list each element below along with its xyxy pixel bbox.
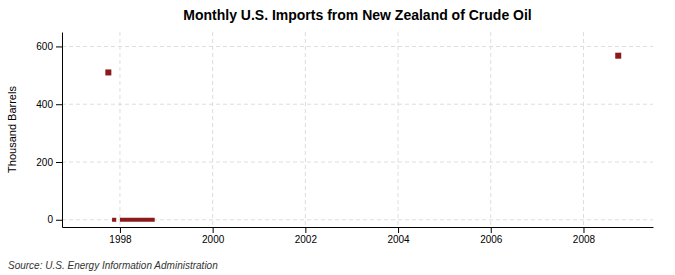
- y-tick: 400: [36, 99, 62, 110]
- y-axis-line: [62, 33, 63, 228]
- line: [120, 218, 155, 222]
- grid-line-x: [212, 32, 213, 227]
- x-tick-mark: [120, 227, 121, 233]
- grid-line-y: [62, 46, 653, 47]
- x-tick: 2008: [573, 227, 596, 245]
- y-tick-label: 600: [36, 41, 53, 52]
- y-tick-label: 200: [36, 157, 53, 168]
- x-tick: 2006: [480, 227, 503, 245]
- grid-line-x: [305, 32, 306, 227]
- x-tick-mark: [305, 227, 306, 233]
- grid-line-y: [62, 104, 653, 105]
- y-tick: 200: [36, 157, 62, 168]
- x-tick-label: 2006: [480, 234, 503, 245]
- plot: 1998 2000 2002 2004 2006 2008 0 200 400 600: [36, 32, 653, 245]
- x-tick: 2002: [295, 227, 318, 245]
- point: [615, 53, 621, 59]
- x-tick-label: 2004: [387, 234, 410, 245]
- marks: [105, 53, 621, 220]
- point: [105, 69, 111, 75]
- y-axis-title: Thousand Barrels: [6, 86, 18, 173]
- y-tick: 600: [36, 41, 62, 52]
- x-tick: 1998: [109, 227, 132, 245]
- x-tick-mark: [491, 227, 492, 233]
- grid-line-x: [398, 32, 399, 227]
- grid-line-x: [490, 32, 491, 227]
- x-tick-label: 1998: [109, 234, 132, 245]
- y-axis: 0 200 400 600: [36, 33, 62, 228]
- x-tick-mark: [583, 227, 584, 233]
- x-tick: 2000: [202, 227, 225, 245]
- x-tick-mark: [398, 227, 399, 233]
- line: [112, 218, 116, 222]
- x-axis-line: [63, 227, 654, 228]
- grid: [62, 32, 653, 227]
- x-tick-label: 2000: [202, 234, 225, 245]
- grid-line-x: [119, 32, 120, 227]
- x-tick-mark: [213, 227, 214, 233]
- y-tick-mark: [56, 46, 62, 47]
- y-tick-label: 0: [47, 214, 53, 225]
- x-tick: 2004: [387, 227, 410, 245]
- x-axis: 1998 2000 2002 2004 2006 2008: [63, 227, 654, 245]
- y-tick-label: 400: [36, 99, 53, 110]
- y-tick-mark: [56, 104, 62, 105]
- grid-line-y: [62, 162, 653, 163]
- x-tick-label: 2002: [295, 234, 318, 245]
- y-tick-mark: [56, 162, 62, 163]
- grid-line-x: [583, 32, 584, 227]
- title: Monthly U.S. Imports from New Zealand of…: [183, 7, 531, 23]
- y-tick: 0: [47, 214, 62, 225]
- x-tick-label: 2008: [573, 234, 596, 245]
- annotation: Source: U.S. Energy Information Administ…: [8, 260, 218, 271]
- grid-line-y: [62, 219, 653, 220]
- y-tick-mark: [56, 220, 62, 221]
- chart: 1998 2000 2002 2004 2006 2008 0 200 400 600 Monthl…: [0, 0, 675, 275]
